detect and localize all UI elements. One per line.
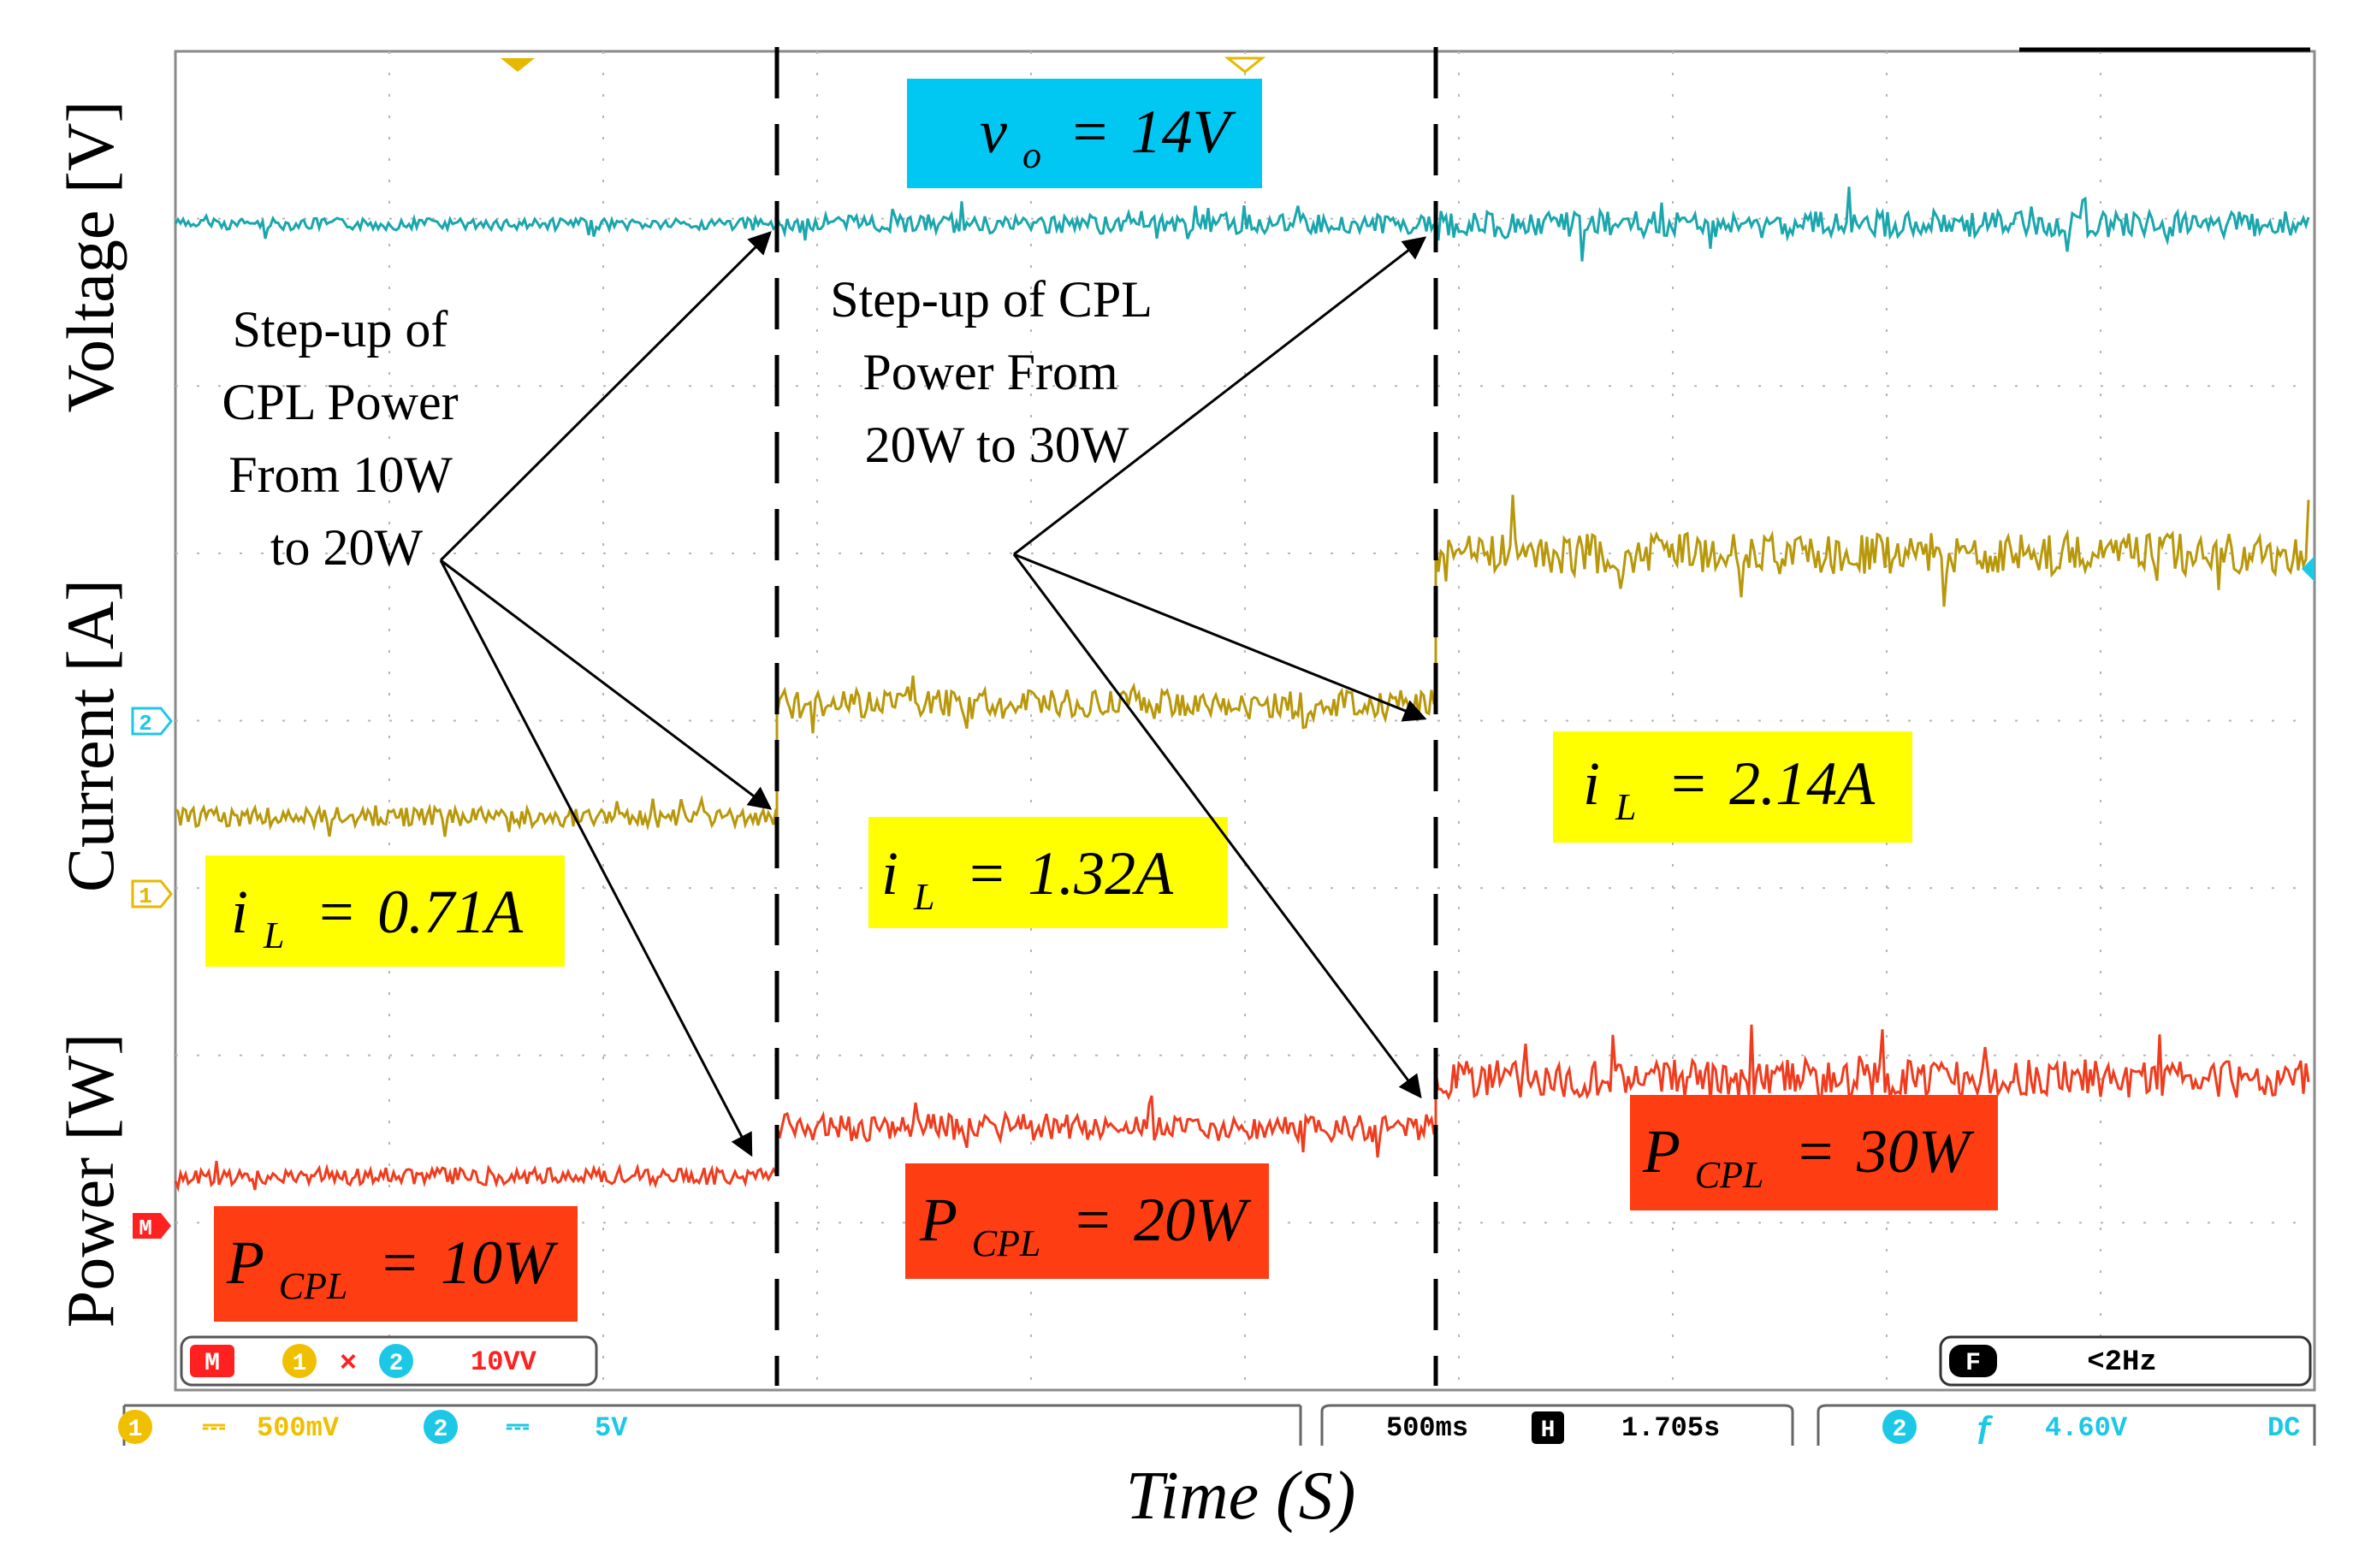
h-badge	[1532, 1411, 1564, 1444]
svg-text:1: 1	[128, 1417, 143, 1443]
svg-text:500ms: 500ms	[1386, 1412, 1468, 1444]
power-label-box-1: P CPL = 10W	[214, 1206, 578, 1322]
math-readout: M 1 × 2 10VV	[180, 1335, 598, 1387]
current-label-box-3: i L = 2.14A	[1553, 731, 1912, 843]
annotation-arrows-2	[1012, 236, 1427, 1099]
ch2-badge	[379, 1344, 413, 1378]
ch1-marker: 1	[131, 879, 173, 909]
svg-text:1: 1	[139, 884, 152, 909]
current-label-box-2: i L = 1.32A	[868, 817, 1228, 928]
svg-text:2: 2	[434, 1417, 448, 1443]
current-segment-1	[175, 794, 778, 837]
svg-text:⎓: ⎓	[506, 1412, 529, 1445]
ch2-marker: 2	[131, 707, 173, 737]
voltage-trace	[174, 186, 2310, 262]
svg-text:4.60V: 4.60V	[2045, 1412, 2128, 1444]
x-axis-title: Time (S)	[1126, 1459, 1356, 1534]
svg-text:P CPL = 10W: P CPL = 10W	[226, 1228, 559, 1312]
power-segment-3	[1434, 1024, 2310, 1105]
arrow-to-current-step-2	[1013, 553, 1427, 722]
svg-text:×: ×	[340, 1348, 357, 1381]
voltage-label-box: v o = 14V	[907, 79, 1262, 188]
arrow-to-power-step-1	[439, 559, 753, 1157]
voltage-axis-title: Voltage [V]	[53, 101, 127, 413]
frequency-badge	[1949, 1345, 1997, 1377]
power-label-box-2: P CPL = 20W	[905, 1163, 1269, 1279]
ch2-level-marker-icon	[2302, 556, 2314, 582]
svg-text:M: M	[139, 1216, 152, 1241]
voltage-segment-2	[775, 201, 1436, 241]
svg-text:500mV: 500mV	[257, 1412, 340, 1444]
annotation-arrows-1	[439, 231, 773, 1157]
svg-text:ƒ: ƒ	[1976, 1411, 1995, 1447]
svg-text:2: 2	[1893, 1417, 1907, 1443]
math-marker: M	[133, 1213, 171, 1241]
svg-text:<2Hz: <2Hz	[2087, 1346, 2157, 1379]
timebase-readout: 500ms H 1.705s	[1320, 1404, 1794, 1446]
arrow-to-voltage-step-2	[1013, 236, 1427, 556]
current-axis-title: Current [A]	[53, 579, 127, 892]
power-label-box-3: P CPL = 30W	[1630, 1095, 1998, 1210]
power-axis-title: Power [W]	[53, 1033, 127, 1328]
math-badge	[190, 1345, 234, 1377]
ch1-scale-badge	[118, 1410, 152, 1444]
svg-text:M: M	[204, 1349, 220, 1378]
svg-text:i L = 0.71A: i L = 0.71A	[231, 878, 524, 962]
svg-text:2: 2	[139, 711, 152, 737]
svg-text:i L = 1.32A: i L = 1.32A	[881, 839, 1174, 923]
trigger-marker-outline-icon	[1224, 56, 1266, 74]
svg-text:1: 1	[293, 1351, 307, 1377]
current-label-box-1: i L = 0.71A	[205, 855, 565, 967]
svg-text:v o = 14V: v o = 14V	[980, 98, 1236, 181]
svg-text:1.705s: 1.705s	[1621, 1412, 1720, 1444]
svg-text:P CPL = 20W: P CPL = 20W	[919, 1186, 1252, 1269]
frequency-readout: F <2Hz	[1939, 1335, 2312, 1387]
arrow-to-current-step-1	[440, 559, 773, 810]
ch2-scale-badge	[424, 1410, 458, 1444]
power-segment-1	[174, 1160, 778, 1192]
voltage-segment-3	[1434, 186, 2310, 262]
arrow-to-voltage-step-1	[439, 231, 772, 562]
step-note-2: Step-up of CPL Power From 20W to 30W	[830, 271, 1163, 473]
channel-scale-readout: 1 ⎓ 500mV 2 ⎓ 5V	[118, 1404, 1302, 1446]
svg-text:i L = 2.14A: i L = 2.14A	[1583, 749, 1876, 833]
arrow-to-power-step-2	[1012, 553, 1422, 1099]
trigger-marker-icon	[501, 58, 535, 72]
power-segment-2	[775, 1095, 1436, 1158]
ch1-badge	[282, 1344, 317, 1378]
svg-text:DC: DC	[2267, 1412, 2300, 1444]
svg-text:5V: 5V	[595, 1412, 628, 1444]
trigger-readout: 2 ƒ 4.60V DC	[1817, 1404, 2316, 1447]
current-segment-2	[775, 675, 1436, 734]
svg-text:F: F	[1965, 1349, 1981, 1378]
trigger-channel-badge	[1882, 1410, 1917, 1444]
svg-text:⎓: ⎓	[202, 1412, 225, 1445]
svg-text:10VV: 10VV	[471, 1346, 537, 1378]
svg-text:2: 2	[389, 1351, 404, 1377]
step-note-1: Step-up of CPL Power From 10W to 20W	[222, 301, 471, 576]
svg-text:P CPL = 30W: P CPL = 30W	[1642, 1117, 1975, 1201]
svg-text:H: H	[1541, 1417, 1556, 1444]
voltage-segment-1	[174, 213, 777, 240]
current-segment-3	[1434, 494, 2310, 607]
